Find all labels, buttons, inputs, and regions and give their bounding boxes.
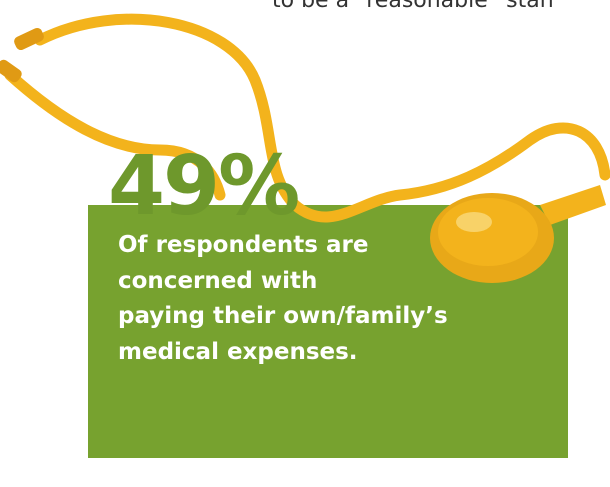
description-line: medical expenses. xyxy=(118,338,358,365)
top-text: to be a “reasonable” stan xyxy=(272,0,554,13)
description-line: paying their own/family’s xyxy=(118,303,448,329)
description: Of respondents are concerned with paying… xyxy=(118,228,448,370)
description-line: Of respondents are xyxy=(118,232,369,258)
stat-value: 49% xyxy=(108,139,300,234)
description-line: concerned with xyxy=(118,267,318,294)
